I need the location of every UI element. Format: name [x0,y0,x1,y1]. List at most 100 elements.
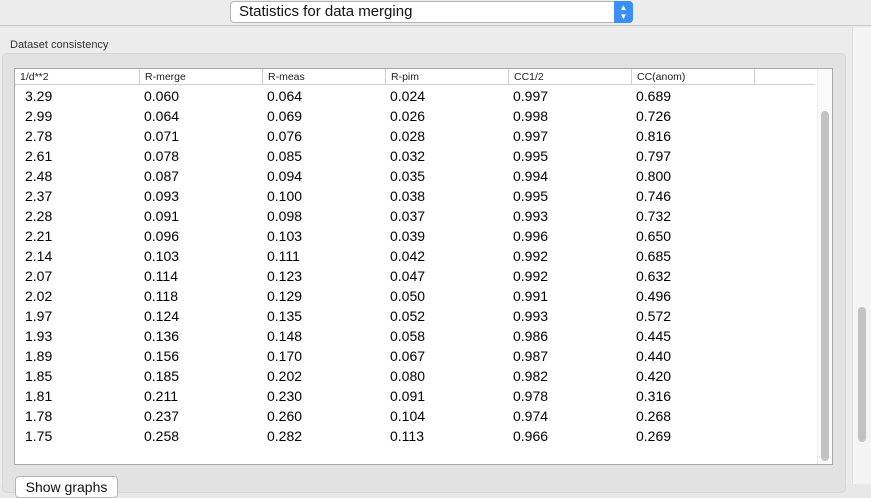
table-cell: 0.966 [513,428,549,444]
table-cell: 0.135 [267,308,303,324]
table-cell: 0.800 [636,168,672,184]
table-cell: 0.094 [267,168,303,184]
table-row[interactable]: 3.29 0.060 0.064 0.024 0.997 0.689 [15,86,815,106]
table-row[interactable]: 2.28 0.091 0.098 0.037 0.993 0.732 [15,206,815,226]
table-row[interactable]: 1.81 0.211 0.230 0.091 0.978 0.316 [15,386,815,406]
table-cell: 0.230 [267,388,303,404]
table-cell: 0.991 [513,288,549,304]
table-cell: 0.100 [267,188,303,204]
table-row[interactable]: 2.99 0.064 0.069 0.026 0.998 0.726 [15,106,815,126]
table-cell: 2.48 [25,168,53,184]
table-row[interactable]: 1.97 0.124 0.135 0.052 0.993 0.572 [15,306,815,326]
table-cell: 0.069 [267,108,303,124]
table-cell: 0.118 [144,288,178,304]
table-cell: 0.037 [390,208,426,224]
statistics-selector[interactable]: Statistics for data merging ▲ ▼ [230,1,633,23]
table-cell: 2.28 [25,208,53,224]
table-cell: 1.78 [25,408,53,424]
column-header[interactable]: R-meas [262,69,385,85]
table-cell: 0.085 [267,148,303,164]
column-header[interactable]: R-merge [139,69,262,85]
table-cell: 0.091 [390,388,426,404]
table-cell: 0.211 [144,388,178,404]
column-header[interactable]: R-pim [385,69,508,85]
selector-value: Statistics for data merging [239,3,413,20]
table-cell: 0.993 [513,308,549,324]
table-cell: 0.096 [144,228,180,244]
table-cell: 0.098 [267,208,303,224]
table-cell: 0.650 [636,228,672,244]
table-row[interactable]: 2.61 0.078 0.085 0.032 0.995 0.797 [15,146,815,166]
table-cell: 1.81 [25,388,53,404]
column-header[interactable]: 1/d**2 [20,71,49,83]
outer-scrollbar-thumb[interactable] [858,307,866,442]
table-cell: 0.992 [513,268,549,284]
table-row[interactable]: 1.85 0.185 0.202 0.080 0.982 0.420 [15,366,815,386]
table-row[interactable]: 1.75 0.258 0.282 0.113 0.966 0.269 [15,426,815,446]
outer-scrollbar[interactable] [852,27,871,484]
table-row[interactable]: 2.07 0.114 0.123 0.047 0.992 0.632 [15,266,815,286]
table-cell: 0.114 [144,268,178,284]
table-cell: 0.732 [636,208,672,224]
table-cell: 0.994 [513,168,549,184]
table-cell: 0.136 [144,328,180,344]
table-cell: 0.124 [144,308,180,324]
table-cell: 2.99 [25,108,53,124]
table-cell: 2.61 [25,148,53,164]
table-cell: 1.89 [25,348,53,364]
column-header[interactable]: CC(anom) [631,69,754,85]
table-cell: 1.85 [25,368,53,384]
table-cell: 0.035 [390,168,426,184]
table-row[interactable]: 2.37 0.093 0.100 0.038 0.995 0.746 [15,186,815,206]
table-cell: 0.987 [513,348,549,364]
table-row[interactable]: 2.21 0.096 0.103 0.039 0.996 0.650 [15,226,815,246]
table-scrollbar-thumb[interactable] [821,111,829,461]
table-cell: 0.997 [513,88,549,104]
table-cell: 0.064 [144,108,180,124]
table-cell: 1.97 [25,308,53,324]
table-cell: 0.076 [267,128,303,144]
table-cell: 0.091 [144,208,180,224]
table-cell: 2.02 [25,288,53,304]
table-cell: 0.093 [144,188,180,204]
table-row[interactable]: 2.78 0.071 0.076 0.028 0.997 0.816 [15,126,815,146]
table-cell: 2.78 [25,128,53,144]
table-cell: 0.420 [636,368,672,384]
table-cell: 0.202 [267,368,303,384]
table-row[interactable]: 2.14 0.103 0.111 0.042 0.992 0.685 [15,246,815,266]
table-cell: 0.078 [144,148,180,164]
table-cell: 0.632 [636,268,672,284]
table-cell: 0.052 [390,308,426,324]
table-cell: 2.14 [25,248,53,264]
table-cell: 0.024 [390,88,426,104]
table-cell: 2.07 [25,268,53,284]
table-cell: 0.572 [636,308,672,324]
table-row[interactable]: 2.48 0.087 0.094 0.035 0.994 0.800 [15,166,815,186]
table-cell: 0.185 [144,368,180,384]
table-cell: 0.316 [636,388,672,404]
table-cell: 0.282 [267,428,303,444]
group-title: Dataset consistency [10,39,109,51]
table-cell: 0.148 [267,328,303,344]
table-cell: 0.104 [390,408,426,424]
table-row[interactable]: 2.02 0.118 0.129 0.050 0.991 0.496 [15,286,815,306]
table-cell: 1.93 [25,328,53,344]
table-cell: 0.269 [636,428,672,444]
table-cell: 0.103 [267,228,303,244]
show-graphs-button[interactable]: Show graphs [15,476,118,498]
table-scrollbar[interactable] [817,69,832,464]
table-cell: 0.978 [513,388,549,404]
table-cell: 0.064 [267,88,303,104]
table-cell: 0.992 [513,248,549,264]
table-cell: 0.974 [513,408,549,424]
table-cell: 0.982 [513,368,549,384]
table-row[interactable]: 1.89 0.156 0.170 0.067 0.987 0.440 [15,346,815,366]
column-header[interactable]: CC1/2 [508,69,631,85]
table-cell: 3.29 [25,88,53,104]
table-row[interactable]: 1.93 0.136 0.148 0.058 0.986 0.445 [15,326,815,346]
table-cell: 0.685 [636,248,672,264]
table-row[interactable]: 1.78 0.237 0.260 0.104 0.974 0.268 [15,406,815,426]
table-cell: 0.028 [390,128,426,144]
table-cell: 0.445 [636,328,672,344]
table-cell: 0.042 [390,248,426,264]
